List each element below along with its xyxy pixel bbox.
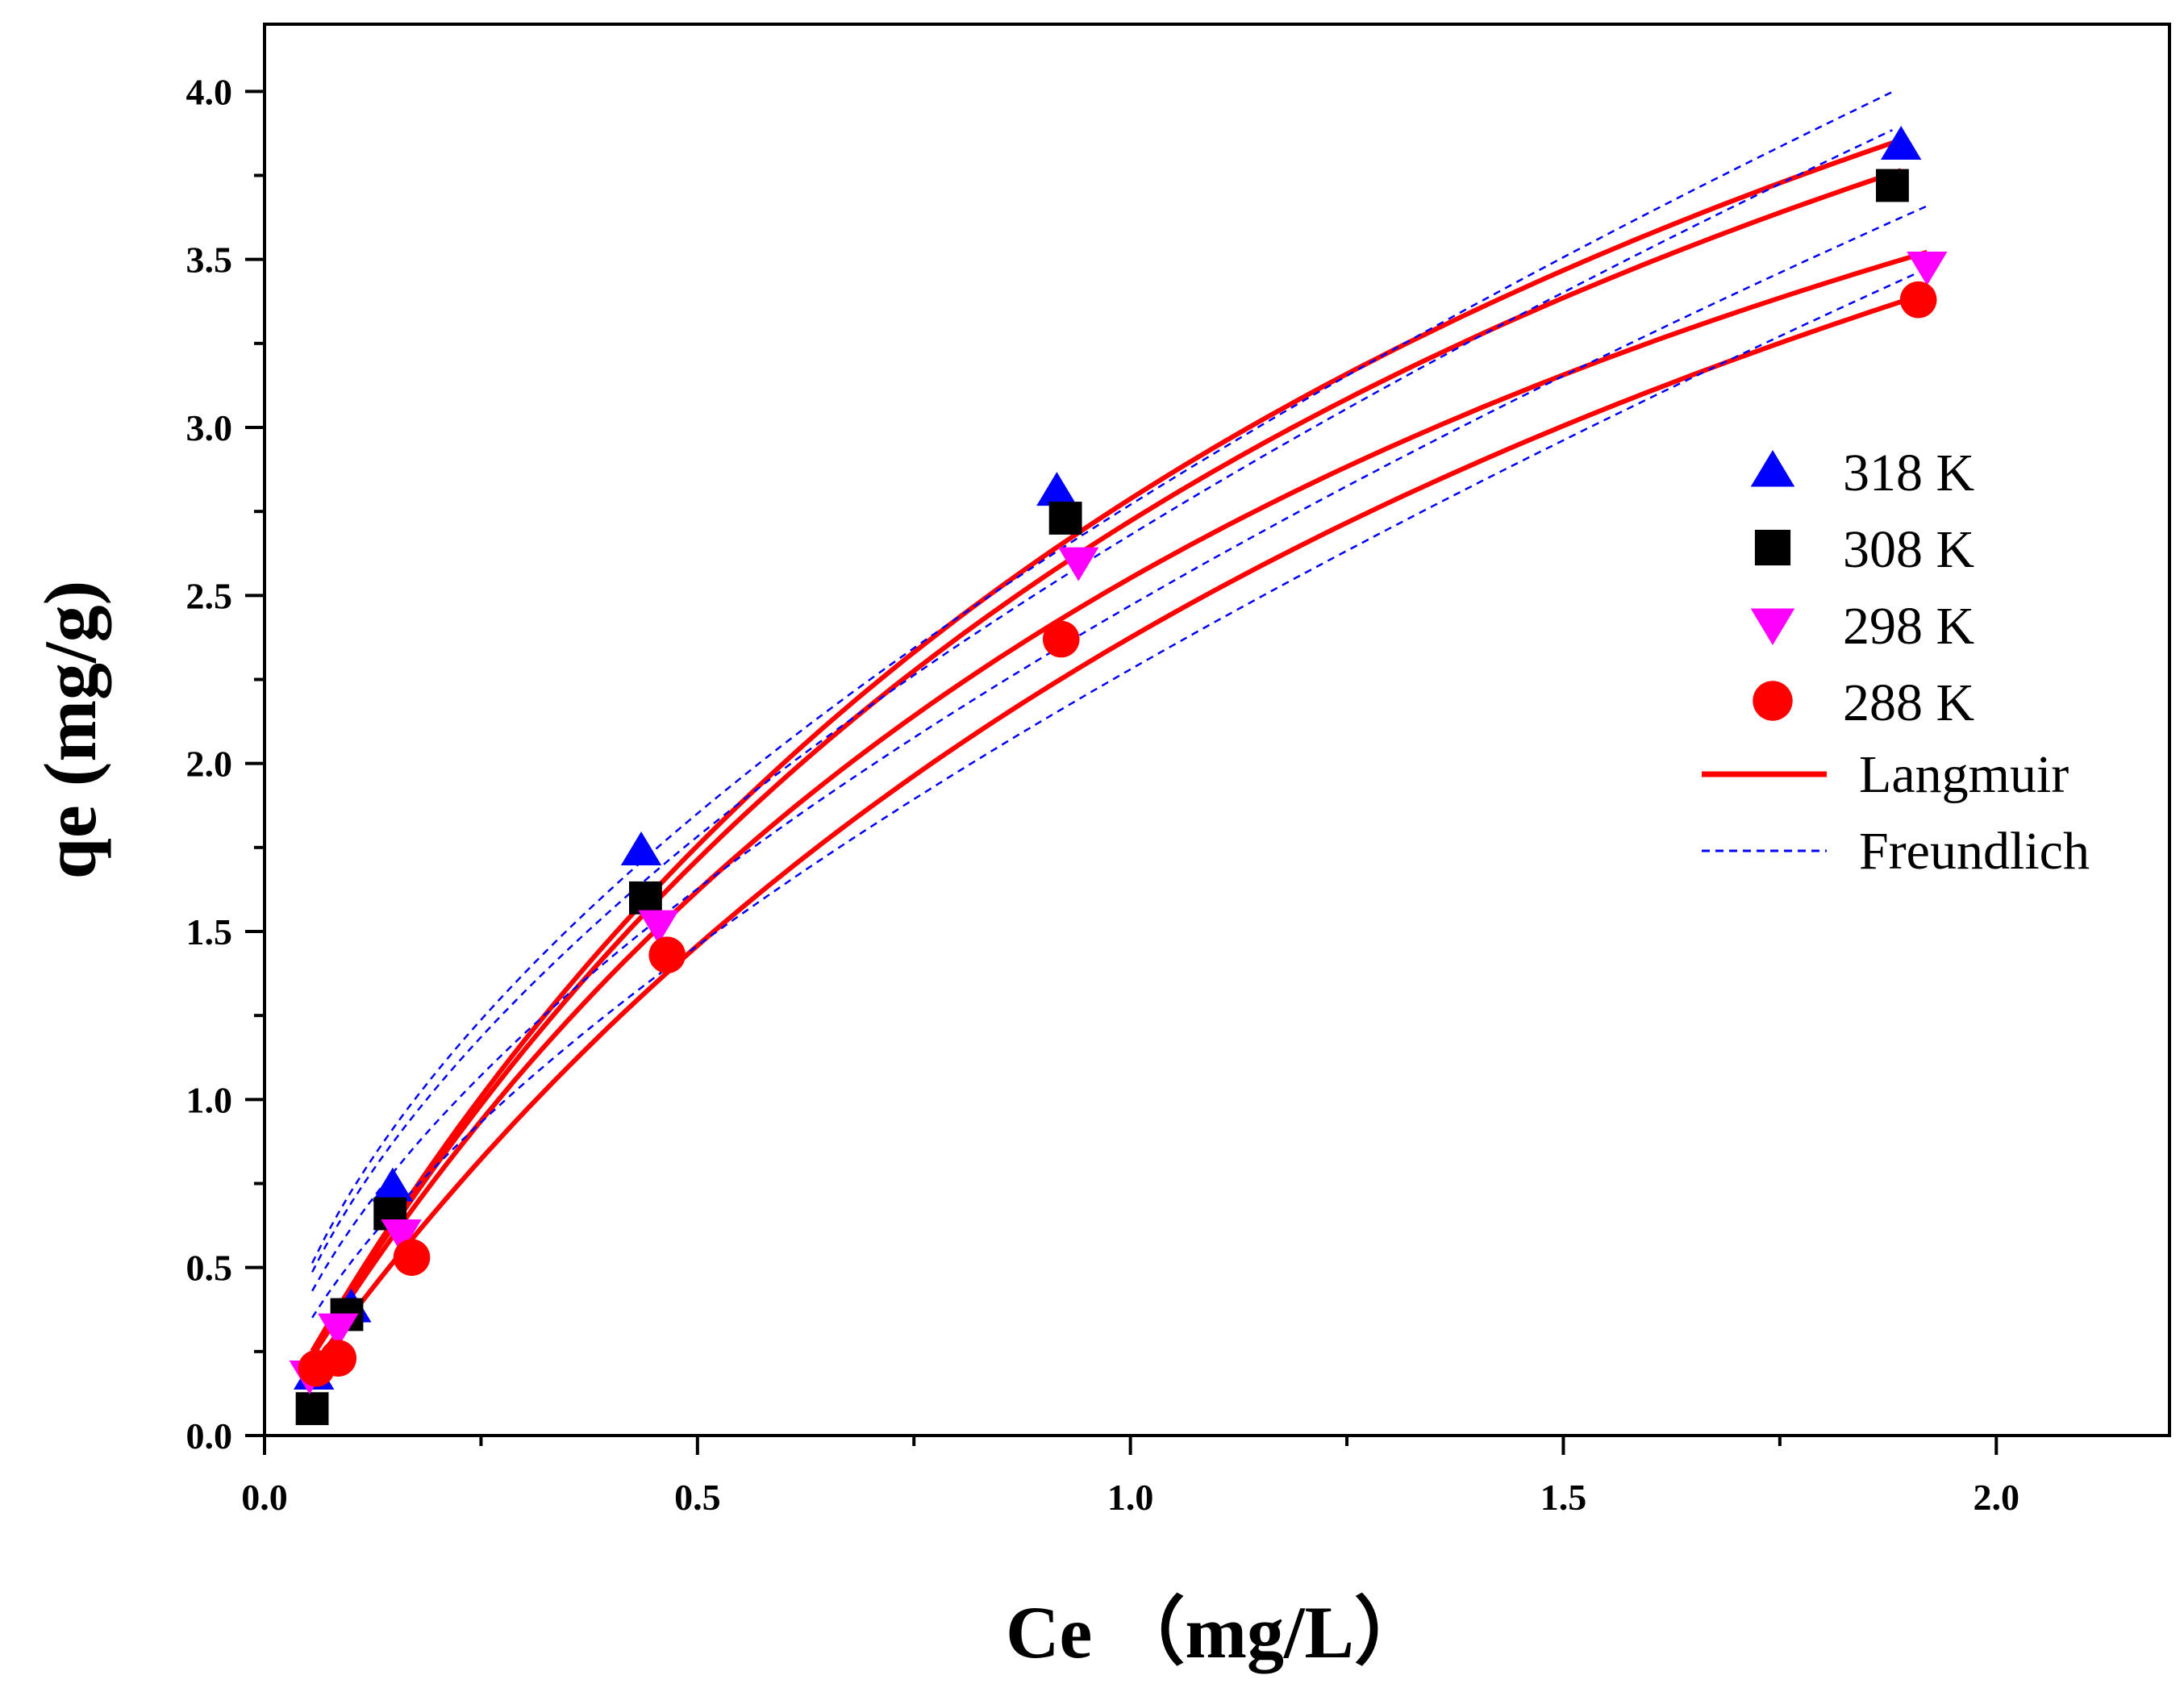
y-tick-label: 0.5 bbox=[186, 1248, 233, 1289]
y-tick-label: 1.0 bbox=[186, 1079, 233, 1120]
legend-label-308k: 308 K bbox=[1843, 520, 1974, 579]
legend-marker-308k bbox=[1755, 530, 1790, 565]
data-point-288k bbox=[394, 1239, 431, 1276]
data-point-288k bbox=[319, 1340, 356, 1377]
plot-background bbox=[0, 0, 2184, 1692]
y-tick-label: 4.0 bbox=[186, 71, 233, 112]
x-axis-title: Ce （mg/L） bbox=[1006, 1591, 1428, 1673]
x-tick-label: 0.0 bbox=[241, 1477, 288, 1518]
y-tick-label: 3.5 bbox=[186, 240, 233, 281]
y-tick-label: 2.5 bbox=[186, 575, 233, 616]
y-tick-label: 0.0 bbox=[186, 1415, 233, 1457]
legend-label-298k: 298 K bbox=[1843, 597, 1974, 656]
legend-label-langmuir: Langmuir bbox=[1859, 745, 2069, 804]
legend-label-freundlich: Freundlich bbox=[1859, 822, 2090, 881]
x-tick-label: 0.5 bbox=[674, 1477, 721, 1518]
data-point-308k bbox=[1876, 169, 1909, 202]
data-point-288k bbox=[648, 936, 686, 973]
data-point-308k bbox=[296, 1392, 329, 1425]
data-point-308k bbox=[1049, 502, 1082, 535]
x-tick-label: 1.0 bbox=[1107, 1477, 1154, 1518]
legend-label-288k: 288 K bbox=[1843, 673, 1974, 732]
y-tick-label: 2.0 bbox=[186, 744, 233, 785]
data-point-288k bbox=[1900, 281, 1937, 319]
x-tick-label: 1.5 bbox=[1540, 1477, 1587, 1518]
legend-label-318k: 318 K bbox=[1843, 444, 1974, 502]
data-point-308k bbox=[629, 881, 662, 915]
legend-marker-288k bbox=[1753, 681, 1792, 720]
y-tick-label: 3.0 bbox=[186, 407, 233, 448]
y-axis-title: qe (mg/g) bbox=[29, 581, 111, 879]
data-point-288k bbox=[1043, 621, 1080, 658]
isotherm-chart: 0.0 0.5 1.0 1.5 2.0 0.0 0.5 1.0 1.5 2.0 2.5 3.0 3.5… bbox=[0, 0, 2184, 1692]
x-tick-label: 2.0 bbox=[1974, 1477, 2020, 1518]
y-tick-label: 1.5 bbox=[186, 911, 233, 952]
